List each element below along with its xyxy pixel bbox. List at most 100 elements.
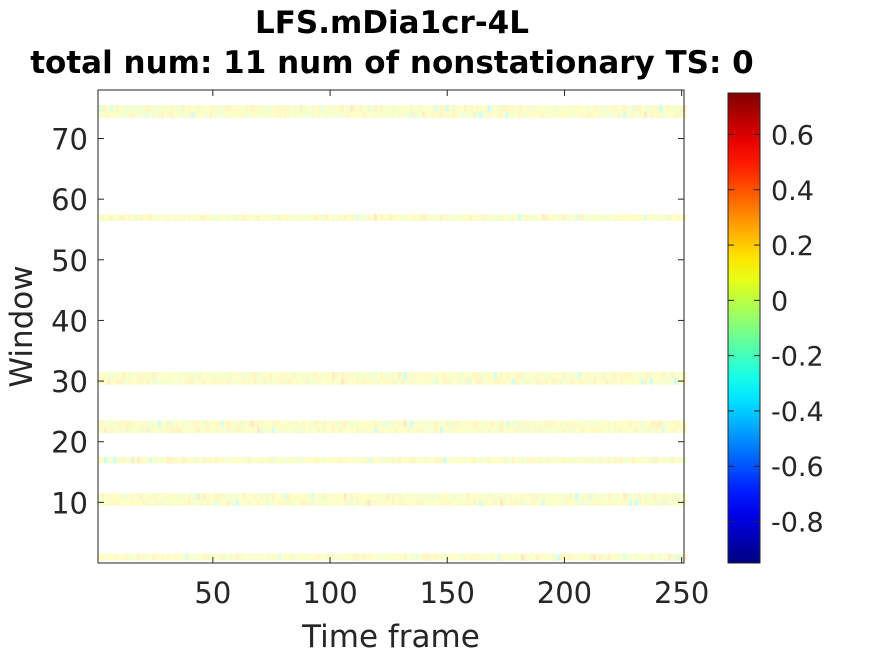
heatmap-cell [401,426,405,434]
heatmap-cell [497,111,501,118]
heatmap-row [98,493,687,500]
heatmap-cell [491,214,495,221]
heatmap-cell [278,111,282,118]
heatmap-cell [515,456,519,464]
heatmap-cell [617,499,621,506]
heatmap-cell [581,426,585,434]
heatmap-cell [470,105,474,112]
heatmap-cell [668,105,672,112]
heatmap-cell [239,426,243,434]
heatmap-cell [155,553,159,561]
heatmap-cell [335,456,339,464]
heatmap-cell [335,553,339,561]
heatmap-cell [653,111,657,118]
heatmap-cell [140,456,144,464]
heatmap-cell [470,553,474,561]
heatmap-cell [326,493,330,500]
heatmap-cell [518,493,522,500]
heatmap-cell [650,371,654,379]
heatmap-cell [368,456,372,464]
heatmap-cell [323,378,327,385]
heatmap-cell [521,111,525,118]
heatmap-cell [533,378,537,385]
heatmap-cell [458,553,462,561]
heatmap-cell [644,105,648,112]
heatmap-cell [329,493,333,500]
heatmap-cell [152,456,156,464]
heatmap-cell [632,105,636,112]
heatmap-cell [359,420,363,428]
heatmap-cell [602,214,606,221]
heatmap-cell [218,456,222,464]
heatmap-cell [512,111,516,118]
heatmap-cell [335,105,339,112]
heatmap-cell [167,493,171,500]
heatmap-cell [497,499,501,506]
heatmap-cell [401,456,405,464]
heatmap-cell [596,111,600,118]
heatmap-cell [494,553,498,561]
heatmap-cell [209,111,213,118]
heatmap-cell [629,553,633,561]
heatmap-cell [461,371,465,379]
heatmap-cell [152,553,156,561]
heatmap-cell [251,214,255,221]
heatmap-cell [347,553,351,561]
heatmap-cell [617,493,621,500]
heatmap-cell [287,378,291,385]
heatmap-cell [650,553,654,561]
heatmap-cell [557,553,561,561]
heatmap-cell [308,371,312,379]
heatmap-cell [623,499,627,506]
heatmap-cell [251,420,255,428]
heatmap-cell [194,456,198,464]
heatmap-cell [662,426,666,434]
heatmap-cell [506,553,510,561]
heatmap-cell [389,426,393,434]
heatmap-cell [179,426,183,434]
heatmap-cell [155,111,159,118]
heatmap-cell [158,499,162,506]
colorbar-tick-label: 0 [771,286,788,317]
heatmap-cell [197,553,201,561]
heatmap-cell [560,553,564,561]
heatmap-cell [551,456,555,464]
heatmap-cell [587,456,591,464]
heatmap-cell [530,499,534,506]
heatmap-cell [626,105,630,112]
heatmap-cell [668,378,672,385]
heatmap-cell [224,553,228,561]
heatmap-cell [176,499,180,506]
heatmap-cell [503,553,507,561]
heatmap-cell [674,420,678,428]
heatmap-cell [251,426,255,434]
heatmap-cell [239,553,243,561]
heatmap-cell [662,456,666,464]
heatmap-cell [281,553,285,561]
heatmap-cell [413,493,417,500]
heatmap-cell [683,499,687,506]
heatmap-cell [668,456,672,464]
heatmap-cell [494,214,498,221]
heatmap-cell [683,214,687,221]
heatmap-cell [188,105,192,112]
heatmap-cell [413,553,417,561]
heatmap-cell [410,371,414,379]
heatmap-cell [620,214,624,221]
heatmap-cell [572,553,576,561]
heatmap-cell [668,214,672,221]
heatmap-cell [512,456,516,464]
heatmap-cell [206,111,210,118]
heatmap-cell [461,105,465,112]
heatmap-cell [371,214,375,221]
heatmap-cell [299,456,303,464]
heatmap-cell [299,426,303,434]
heatmap-cell [677,420,681,428]
heatmap-cell [428,105,432,112]
heatmap-cell [326,553,330,561]
heatmap-cell [542,371,546,379]
heatmap-cell [338,111,342,118]
heatmap-cell [293,456,297,464]
heatmap-cell [206,420,210,428]
heatmap-cell [626,493,630,500]
